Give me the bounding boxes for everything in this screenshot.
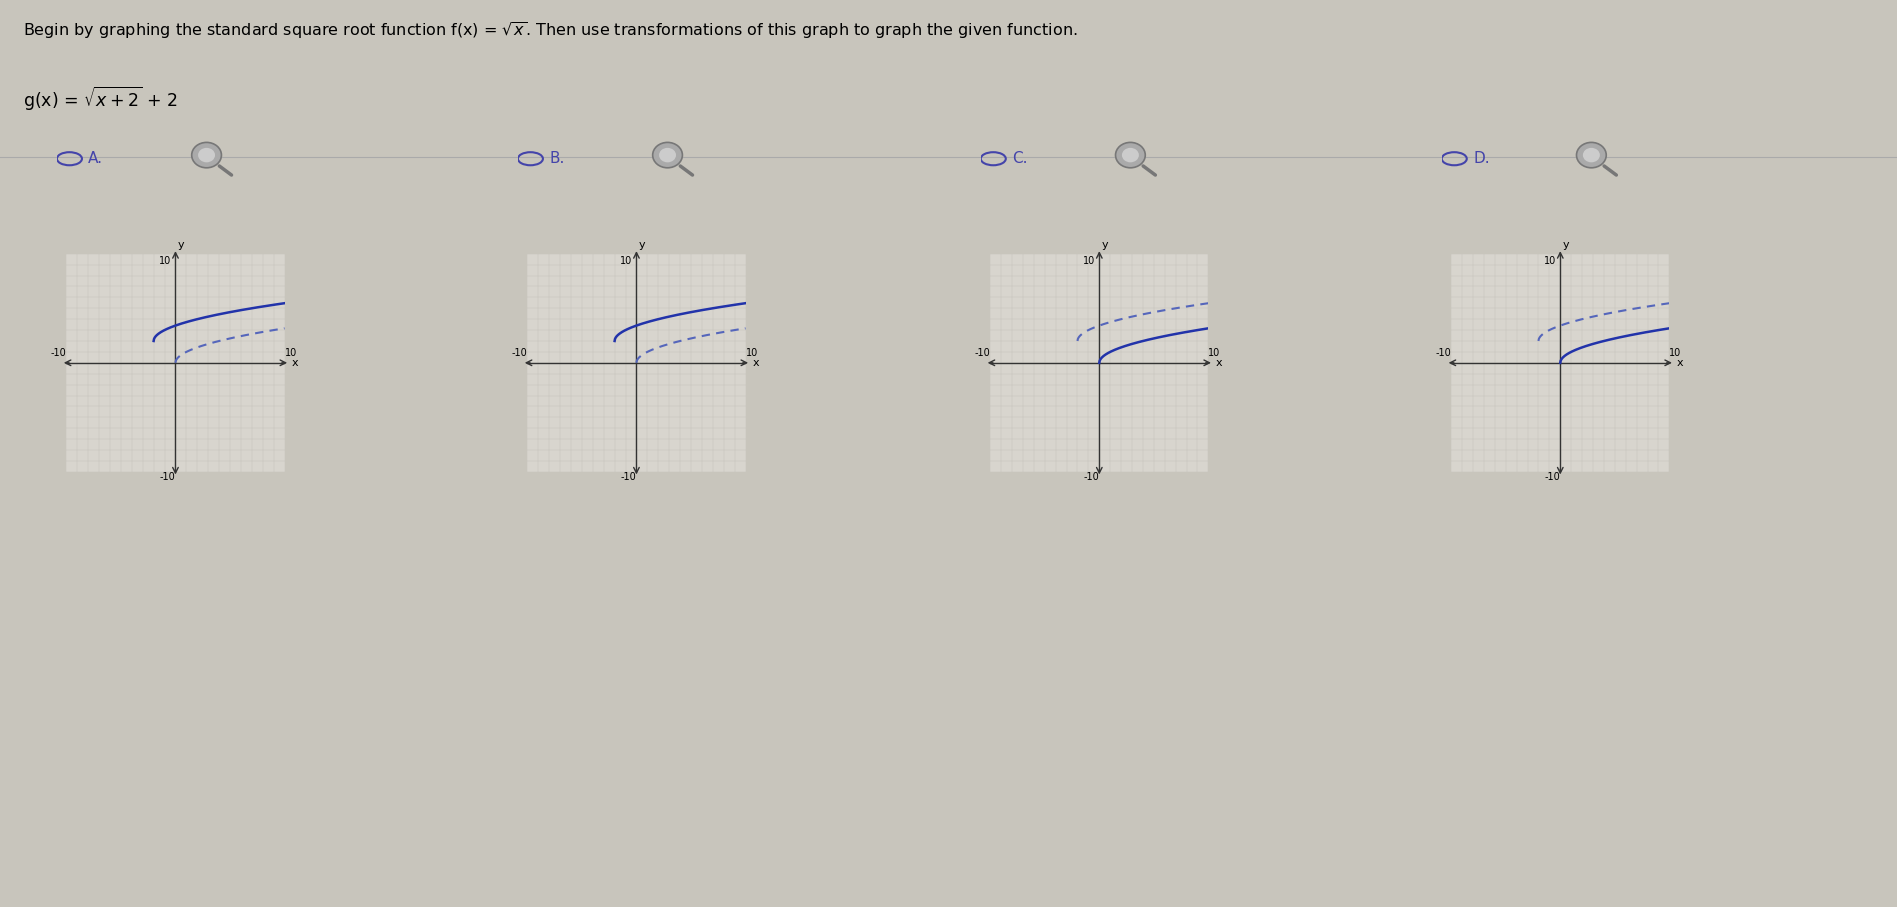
Text: 10: 10	[285, 348, 296, 358]
Text: 10: 10	[1669, 348, 1681, 358]
Text: y: y	[1563, 240, 1569, 250]
Circle shape	[1115, 142, 1146, 168]
Text: 10: 10	[159, 256, 171, 266]
Text: Begin by graphing the standard square root function f(x) = $\sqrt{x}$. Then use : Begin by graphing the standard square ro…	[23, 20, 1077, 41]
Circle shape	[1121, 148, 1138, 162]
Text: y: y	[178, 240, 184, 250]
Text: 10: 10	[1083, 256, 1095, 266]
Text: 10: 10	[1208, 348, 1220, 358]
Text: y: y	[1102, 240, 1108, 250]
Text: -10: -10	[975, 348, 990, 358]
Text: 10: 10	[746, 348, 757, 358]
Text: x: x	[292, 357, 298, 368]
Circle shape	[658, 148, 675, 162]
Text: x: x	[753, 357, 759, 368]
Circle shape	[1576, 142, 1607, 168]
Circle shape	[1582, 148, 1599, 162]
Text: A.: A.	[87, 151, 102, 166]
Circle shape	[192, 142, 222, 168]
Text: -10: -10	[1083, 472, 1100, 482]
Text: y: y	[639, 240, 645, 250]
Circle shape	[197, 148, 214, 162]
Text: x: x	[1677, 357, 1683, 368]
Text: g(x) = $\sqrt{x+2}$ + 2: g(x) = $\sqrt{x+2}$ + 2	[23, 85, 176, 113]
Text: D.: D.	[1474, 151, 1489, 166]
Text: -10: -10	[51, 348, 66, 358]
Text: B.: B.	[550, 151, 565, 166]
Text: -10: -10	[159, 472, 176, 482]
Text: -10: -10	[1544, 472, 1559, 482]
Text: -10: -10	[512, 348, 527, 358]
Text: C.: C.	[1013, 151, 1028, 166]
Text: x: x	[1216, 357, 1222, 368]
Text: 10: 10	[1544, 256, 1556, 266]
Circle shape	[653, 142, 683, 168]
Text: -10: -10	[620, 472, 637, 482]
Text: -10: -10	[1436, 348, 1451, 358]
Text: 10: 10	[620, 256, 632, 266]
